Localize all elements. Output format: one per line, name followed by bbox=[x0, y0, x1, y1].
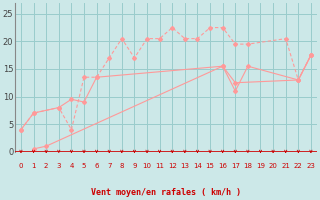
X-axis label: Vent moyen/en rafales ( km/h ): Vent moyen/en rafales ( km/h ) bbox=[91, 188, 241, 197]
